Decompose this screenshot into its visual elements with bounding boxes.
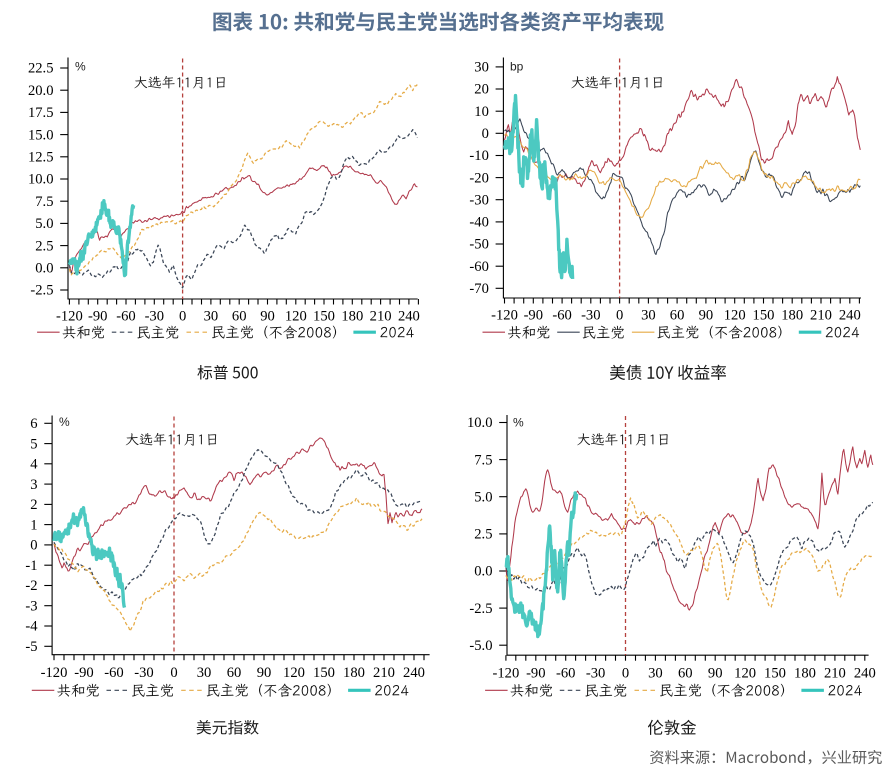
svg-text:-70: -70 (469, 281, 488, 297)
svg-text:-120: -120 (493, 665, 520, 681)
svg-text:-120: -120 (491, 307, 518, 323)
svg-text:-60: -60 (552, 307, 571, 323)
svg-text:0: 0 (616, 307, 623, 323)
svg-text:2: 2 (30, 497, 37, 513)
svg-text:7.5: 7.5 (474, 452, 492, 468)
svg-text:-90: -90 (88, 308, 107, 324)
svg-text:210: 210 (810, 307, 832, 323)
svg-text:60: 60 (678, 665, 693, 681)
svg-text:-20: -20 (469, 170, 488, 186)
svg-text:22.5: 22.5 (28, 61, 54, 77)
svg-text:-2.5: -2.5 (30, 283, 53, 299)
svg-text:150: 150 (753, 307, 775, 323)
svg-text:-90: -90 (74, 665, 93, 681)
svg-text:-120: -120 (41, 665, 68, 681)
svg-text:5: 5 (30, 436, 37, 452)
svg-text:240: 240 (854, 665, 876, 681)
svg-text:30: 30 (641, 307, 656, 323)
svg-text:-30: -30 (145, 308, 164, 324)
svg-text:150: 150 (313, 308, 335, 324)
svg-text:180: 180 (781, 307, 803, 323)
svg-text:210: 210 (370, 308, 392, 324)
svg-text:0: 0 (482, 126, 489, 142)
svg-text:%: % (75, 60, 86, 74)
svg-text:-90: -90 (526, 665, 545, 681)
svg-text:120: 120 (283, 665, 305, 681)
svg-text:-30: -30 (134, 665, 153, 681)
svg-text:4: 4 (30, 457, 38, 473)
svg-text:-120: -120 (56, 308, 83, 324)
svg-text:0: 0 (179, 308, 186, 324)
svg-text:180: 180 (794, 665, 816, 681)
svg-text:10.0: 10.0 (28, 172, 54, 188)
svg-text:120: 120 (724, 307, 746, 323)
svg-text:-5.0: -5.0 (469, 638, 492, 654)
svg-text:3: 3 (30, 477, 37, 493)
svg-text:-50: -50 (469, 237, 488, 253)
svg-text:bp: bp (510, 60, 524, 74)
svg-text:5.0: 5.0 (35, 216, 53, 232)
svg-text:-1: -1 (25, 558, 37, 574)
svg-text:5.0: 5.0 (474, 489, 492, 505)
svg-text:180: 180 (343, 665, 365, 681)
svg-text:150: 150 (764, 665, 786, 681)
svg-text:%: % (59, 415, 70, 429)
svg-text:-30: -30 (581, 307, 600, 323)
svg-text:240: 240 (398, 308, 420, 324)
svg-text:180: 180 (341, 308, 363, 324)
svg-text:150: 150 (313, 665, 335, 681)
svg-text:-60: -60 (116, 308, 135, 324)
svg-text:-10: -10 (469, 148, 488, 164)
svg-text:10.0: 10.0 (467, 415, 493, 431)
svg-text:%: % (513, 416, 524, 430)
svg-text:1: 1 (30, 517, 37, 533)
svg-text:0: 0 (622, 665, 629, 681)
svg-text:-60: -60 (469, 259, 488, 275)
svg-text:-2: -2 (25, 578, 37, 594)
svg-text:2.5: 2.5 (474, 527, 492, 543)
svg-text:120: 120 (285, 308, 307, 324)
svg-text:30: 30 (474, 60, 489, 76)
svg-text:60: 60 (670, 307, 685, 323)
svg-text:-90: -90 (524, 307, 543, 323)
svg-text:-3: -3 (25, 598, 37, 614)
svg-text:20.0: 20.0 (28, 83, 54, 99)
svg-text:7.5: 7.5 (35, 194, 53, 210)
svg-text:-2.5: -2.5 (469, 601, 492, 617)
svg-text:-4: -4 (25, 619, 38, 635)
svg-text:0.0: 0.0 (35, 261, 53, 277)
svg-text:-60: -60 (104, 665, 123, 681)
svg-text:-30: -30 (586, 665, 605, 681)
svg-text:210: 210 (373, 665, 395, 681)
svg-text:90: 90 (699, 307, 714, 323)
svg-text:-60: -60 (556, 665, 575, 681)
svg-text:90: 90 (260, 308, 275, 324)
svg-text:15.0: 15.0 (28, 127, 54, 143)
svg-text:10: 10 (474, 104, 489, 120)
svg-text:-30: -30 (469, 192, 488, 208)
svg-text:90: 90 (257, 665, 272, 681)
svg-text:12.5: 12.5 (28, 150, 54, 166)
svg-text:30: 30 (204, 308, 219, 324)
svg-text:20: 20 (474, 82, 489, 98)
svg-text:6: 6 (30, 416, 37, 432)
svg-text:-5: -5 (25, 639, 37, 655)
svg-text:60: 60 (227, 665, 242, 681)
svg-text:17.5: 17.5 (28, 105, 54, 121)
svg-text:0: 0 (30, 538, 37, 554)
svg-text:0.0: 0.0 (474, 564, 492, 580)
svg-text:240: 240 (839, 307, 861, 323)
svg-text:0: 0 (170, 665, 177, 681)
svg-text:2.5: 2.5 (35, 238, 53, 254)
svg-text:90: 90 (708, 665, 723, 681)
svg-text:210: 210 (824, 665, 846, 681)
svg-text:-40: -40 (469, 215, 488, 231)
svg-text:30: 30 (648, 665, 663, 681)
svg-text:30: 30 (197, 665, 212, 681)
svg-text:60: 60 (232, 308, 247, 324)
svg-text:240: 240 (403, 665, 425, 681)
svg-text:120: 120 (734, 665, 756, 681)
